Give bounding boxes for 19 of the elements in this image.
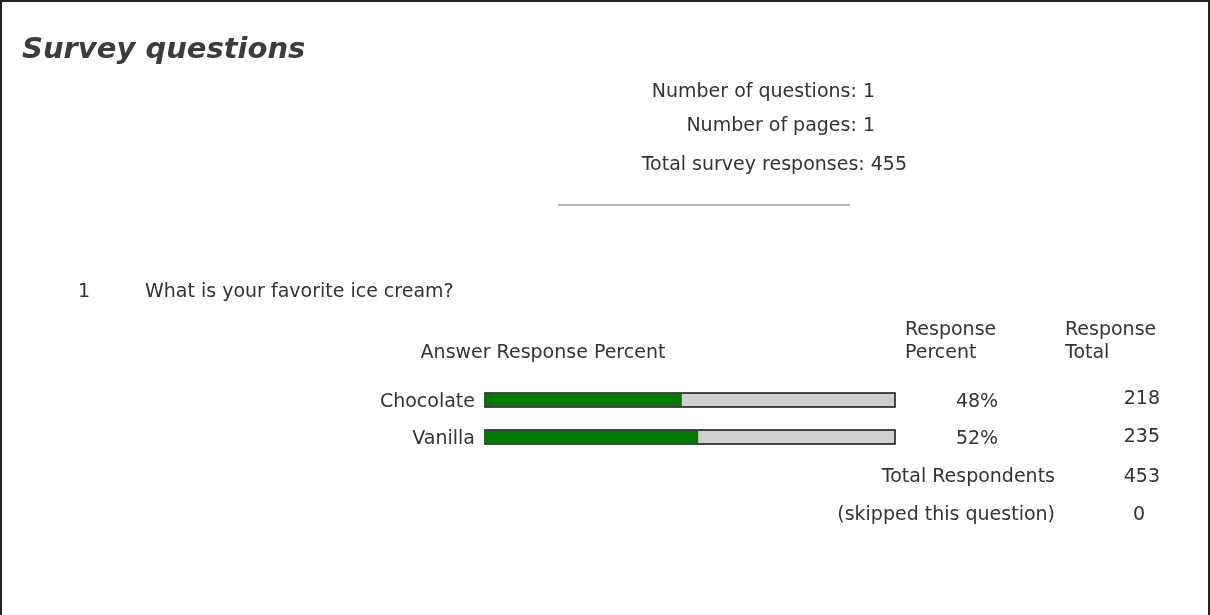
data-label: 52% bbox=[955, 425, 999, 448]
y-tick-label: Chocolate bbox=[379, 388, 475, 411]
text: 218 bbox=[1123, 386, 1160, 408]
text: Survey questions bbox=[22, 31, 306, 65]
text: 0 bbox=[1132, 502, 1145, 524]
text: 453 bbox=[1123, 464, 1160, 486]
y-tick-label: Vanilla bbox=[412, 425, 475, 448]
text: Number of pages: 1 bbox=[686, 113, 875, 135]
text: Total survey responses: 455 bbox=[640, 152, 907, 174]
text: 235 bbox=[1123, 424, 1160, 446]
text: (skipped this question) bbox=[837, 502, 1055, 524]
text: What is your favorite ice cream? bbox=[145, 279, 454, 301]
text: Total Respondents bbox=[880, 464, 1055, 486]
x-axis-title: Answer Response Percent bbox=[420, 340, 666, 362]
text: Response Total bbox=[1064, 317, 1157, 362]
text: 1 bbox=[78, 279, 91, 301]
data-label: 48% bbox=[955, 388, 999, 411]
text: Number of questions: 1 bbox=[651, 79, 875, 101]
text: Response Percent bbox=[905, 317, 997, 362]
